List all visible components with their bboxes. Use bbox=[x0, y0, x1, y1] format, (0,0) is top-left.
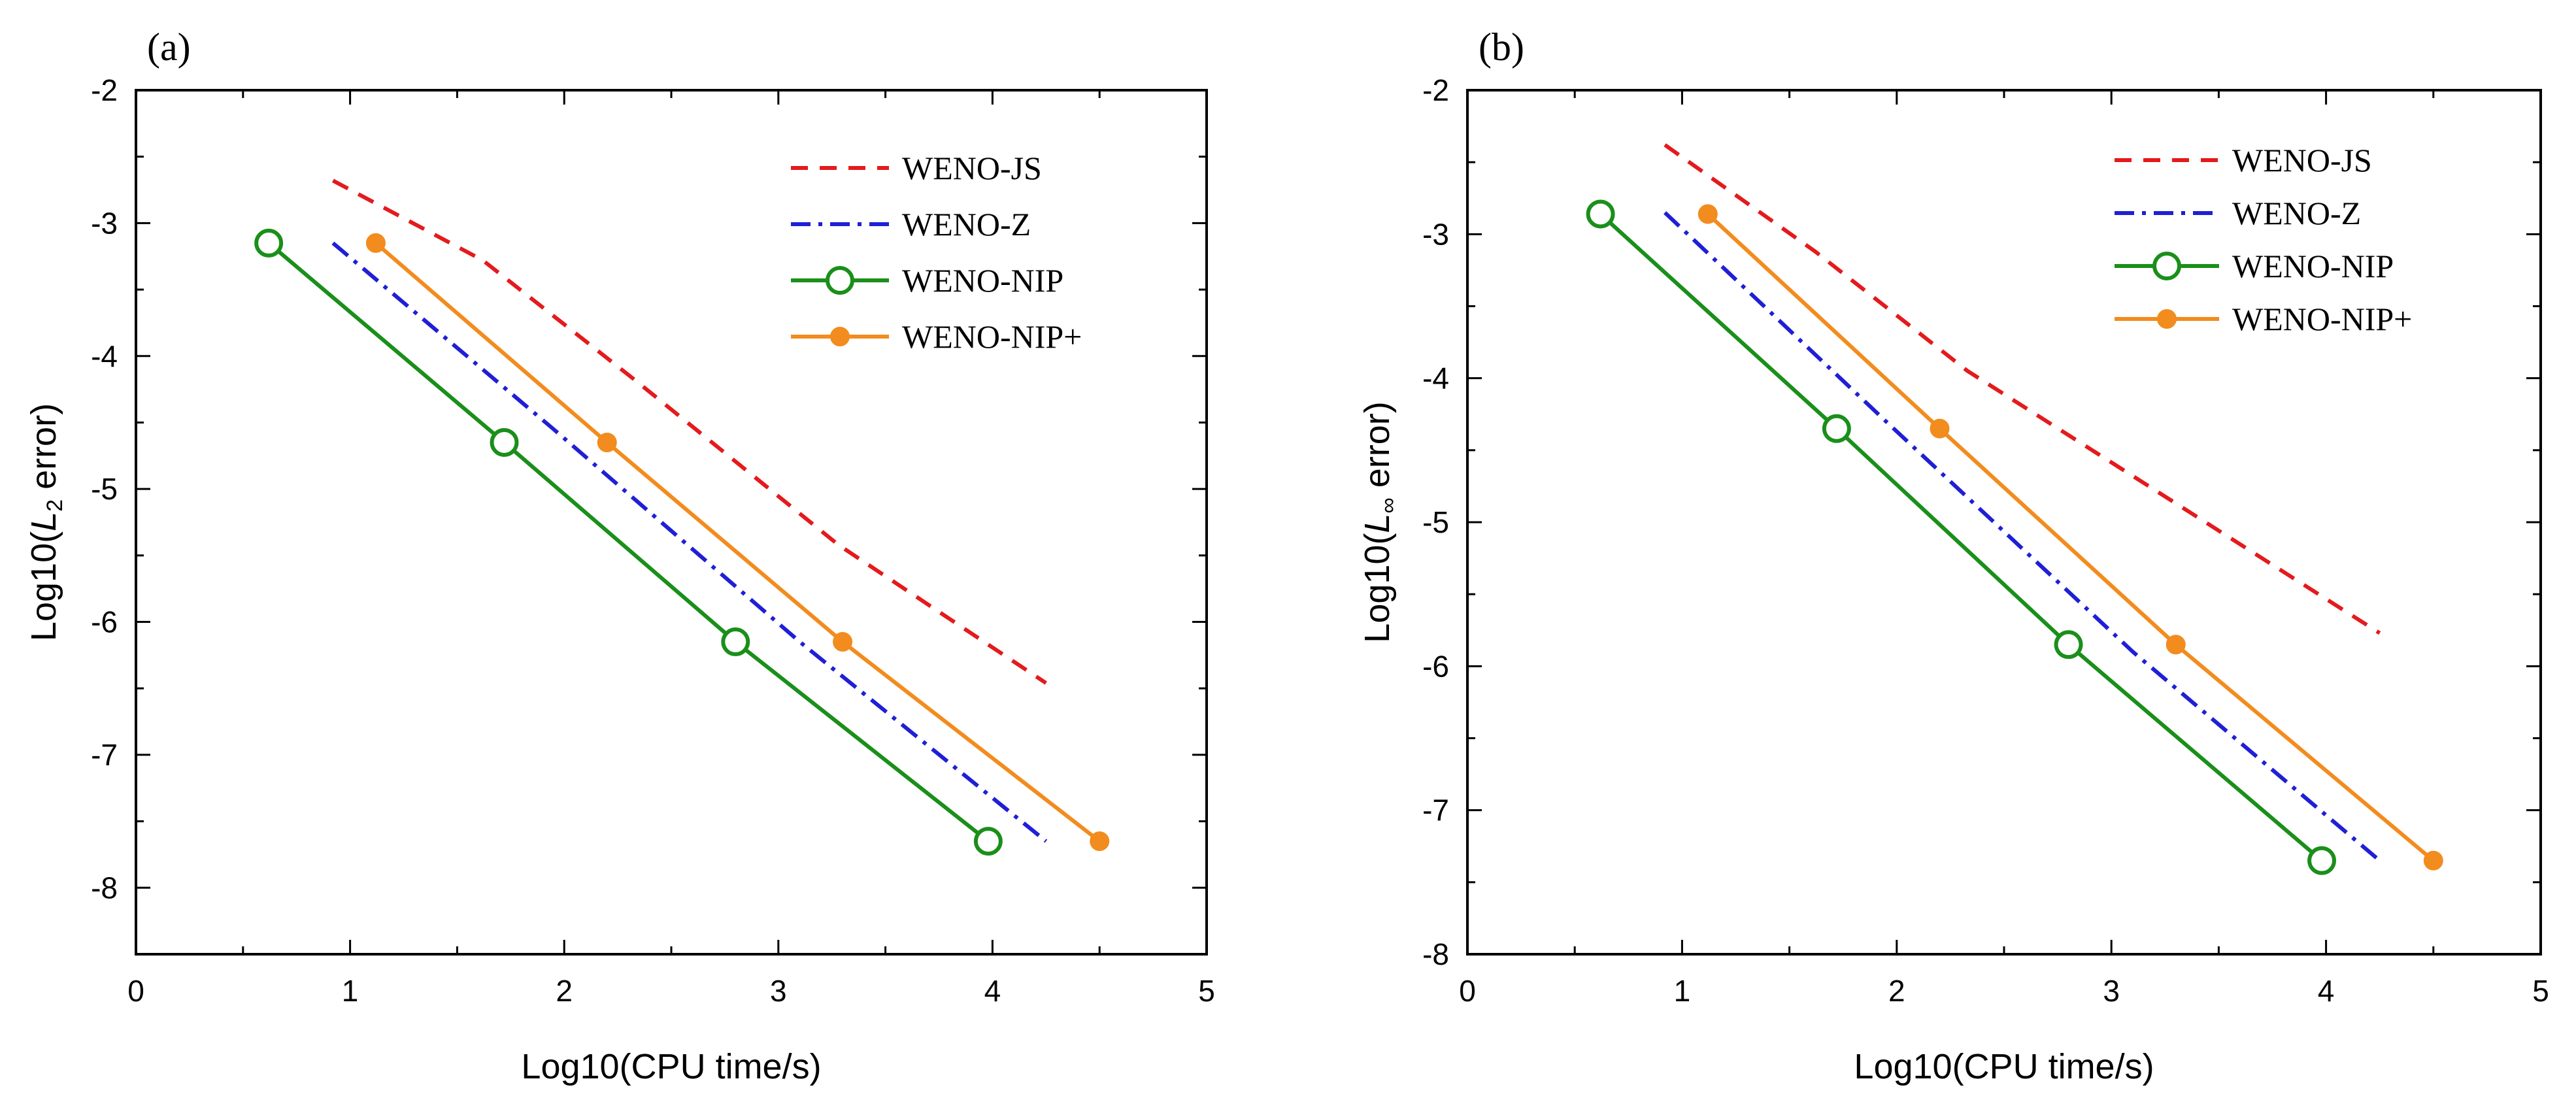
y-tick-label: -8 bbox=[91, 871, 118, 905]
x-tick-label: 2 bbox=[1888, 974, 1905, 1008]
data-point bbox=[2423, 850, 2443, 871]
legend-label: WENO-Z bbox=[2232, 195, 2361, 231]
legend-label: WENO-Z bbox=[902, 206, 1031, 242]
legend-label: WENO-JS bbox=[2232, 142, 2372, 178]
panel-label: (a) bbox=[147, 25, 191, 69]
x-axis-title: Log10(CPU time/s) bbox=[521, 1047, 821, 1086]
legend-entry-weno-nip: WENO-NIP bbox=[791, 262, 1063, 299]
y-tick-label: -6 bbox=[1422, 649, 1449, 683]
data-point bbox=[2054, 630, 2083, 659]
panel-a: (a) 0 1 2 3 4 5 -8 -7 -6 -5 -4 -3 -2 Log10(CPU time… bbox=[24, 25, 1215, 1086]
y-tick-label: -3 bbox=[91, 206, 118, 240]
data-point bbox=[597, 432, 617, 452]
legend-label: WENO-JS bbox=[902, 150, 1042, 186]
y-tick-label: -3 bbox=[1422, 217, 1449, 251]
series-weno-nip-plus bbox=[1698, 204, 2443, 871]
legend-entry-weno-nip-plus: WENO-NIP+ bbox=[791, 318, 1082, 355]
y-tick-label: -6 bbox=[91, 605, 118, 639]
y-tick-label: -7 bbox=[91, 738, 118, 772]
y-axis-title: Log10(L2 error) bbox=[24, 403, 67, 641]
legend: WENO-JS WENO-Z WENO-NIP WENO-NIP+ bbox=[2115, 142, 2412, 337]
legend-marker bbox=[830, 327, 850, 346]
legend-marker bbox=[2152, 252, 2181, 280]
y-tick-labels: -8 -7 -6 -5 -4 -3 -2 bbox=[1422, 73, 1449, 971]
axis-ticks bbox=[1466, 89, 2542, 956]
x-tick-label: 5 bbox=[2532, 974, 2549, 1008]
data-point bbox=[1586, 199, 1615, 229]
series-weno-nip-plus bbox=[365, 233, 1110, 852]
x-tick-label: 4 bbox=[2318, 974, 2335, 1008]
legend-label: WENO-NIP bbox=[2232, 248, 2394, 284]
y-tick-label: -8 bbox=[1422, 937, 1449, 971]
x-tick-label: 3 bbox=[2103, 974, 2120, 1008]
legend-marker bbox=[2157, 309, 2177, 329]
x-axis-title: Log10(CPU time/s) bbox=[1854, 1047, 2154, 1086]
legend-entry-weno-z: WENO-Z bbox=[2115, 195, 2361, 231]
x-tick-label: 0 bbox=[127, 974, 144, 1008]
data-point bbox=[365, 233, 386, 253]
legend-entry-weno-z: WENO-Z bbox=[791, 206, 1031, 242]
x-tick-label: 5 bbox=[1198, 974, 1215, 1008]
panel-label: (b) bbox=[1479, 25, 1524, 69]
legend-label: WENO-NIP+ bbox=[2232, 301, 2412, 337]
y-tick-label: -5 bbox=[1422, 505, 1449, 539]
series-weno-z bbox=[1664, 211, 2381, 863]
legend-marker bbox=[826, 266, 854, 295]
data-point bbox=[1822, 414, 1851, 443]
x-tick-labels: 0 1 2 3 4 5 bbox=[127, 974, 1215, 1008]
legend-entry-weno-nip: WENO-NIP bbox=[2115, 248, 2394, 284]
data-point bbox=[1930, 418, 1950, 439]
series-layer bbox=[254, 178, 1110, 856]
x-tick-label: 2 bbox=[556, 974, 573, 1008]
series-line bbox=[267, 241, 990, 843]
x-tick-label: 4 bbox=[984, 974, 1001, 1008]
y-tick-labels: -8 -7 -6 -5 -4 -3 -2 bbox=[91, 73, 118, 905]
data-point bbox=[973, 827, 1003, 856]
y-tick-label: -4 bbox=[1422, 361, 1449, 395]
series-weno-nip bbox=[1586, 199, 2337, 875]
data-point bbox=[2166, 635, 2186, 655]
series-line bbox=[1599, 212, 2323, 863]
data-point bbox=[1090, 831, 1110, 852]
data-point bbox=[2307, 846, 2337, 875]
y-axis-title: Log10(L∞ error) bbox=[1358, 401, 1401, 642]
legend: WENO-JS WENO-Z WENO-NIP WENO-NIP+ bbox=[791, 150, 1082, 355]
panel-b: (b) 0 1 2 3 4 5 -8 -7 -6 -5 -4 -3 -2 Log10(CPU time… bbox=[1358, 25, 2549, 1086]
y-tick-label: -7 bbox=[1422, 793, 1449, 827]
x-tick-label: 1 bbox=[342, 974, 359, 1008]
y-tick-label: -2 bbox=[91, 73, 118, 107]
x-tick-labels: 0 1 2 3 4 5 bbox=[1459, 974, 2549, 1008]
data-point bbox=[721, 627, 750, 657]
legend-entry-weno-js: WENO-JS bbox=[791, 150, 1042, 186]
series-weno-js bbox=[1664, 143, 2381, 635]
data-point bbox=[254, 228, 284, 258]
plot-frame bbox=[135, 89, 1208, 956]
series-line bbox=[1706, 212, 2435, 863]
x-tick-label: 3 bbox=[770, 974, 787, 1008]
series-line bbox=[331, 178, 1047, 685]
data-point bbox=[1698, 204, 1718, 224]
series-weno-js bbox=[331, 178, 1047, 685]
legend-label: WENO-NIP+ bbox=[902, 318, 1082, 355]
axis-ticks bbox=[135, 89, 1208, 956]
series-layer bbox=[1586, 143, 2443, 875]
legend-entry-weno-nip-plus: WENO-NIP+ bbox=[2115, 301, 2412, 337]
series-weno-nip bbox=[254, 228, 1003, 856]
y-tick-label: -2 bbox=[1422, 73, 1449, 107]
x-tick-label: 1 bbox=[1674, 974, 1691, 1008]
plot-frame bbox=[1466, 89, 2542, 956]
data-point bbox=[490, 427, 519, 457]
x-tick-label: 0 bbox=[1459, 974, 1476, 1008]
y-tick-label: -5 bbox=[91, 472, 118, 506]
series-line bbox=[1664, 211, 2381, 863]
series-line bbox=[374, 241, 1101, 843]
y-tick-label: -4 bbox=[91, 339, 118, 373]
data-point bbox=[833, 632, 853, 652]
series-line bbox=[1664, 143, 2381, 635]
legend-label: WENO-NIP bbox=[902, 262, 1063, 299]
legend-entry-weno-js: WENO-JS bbox=[2115, 142, 2372, 178]
